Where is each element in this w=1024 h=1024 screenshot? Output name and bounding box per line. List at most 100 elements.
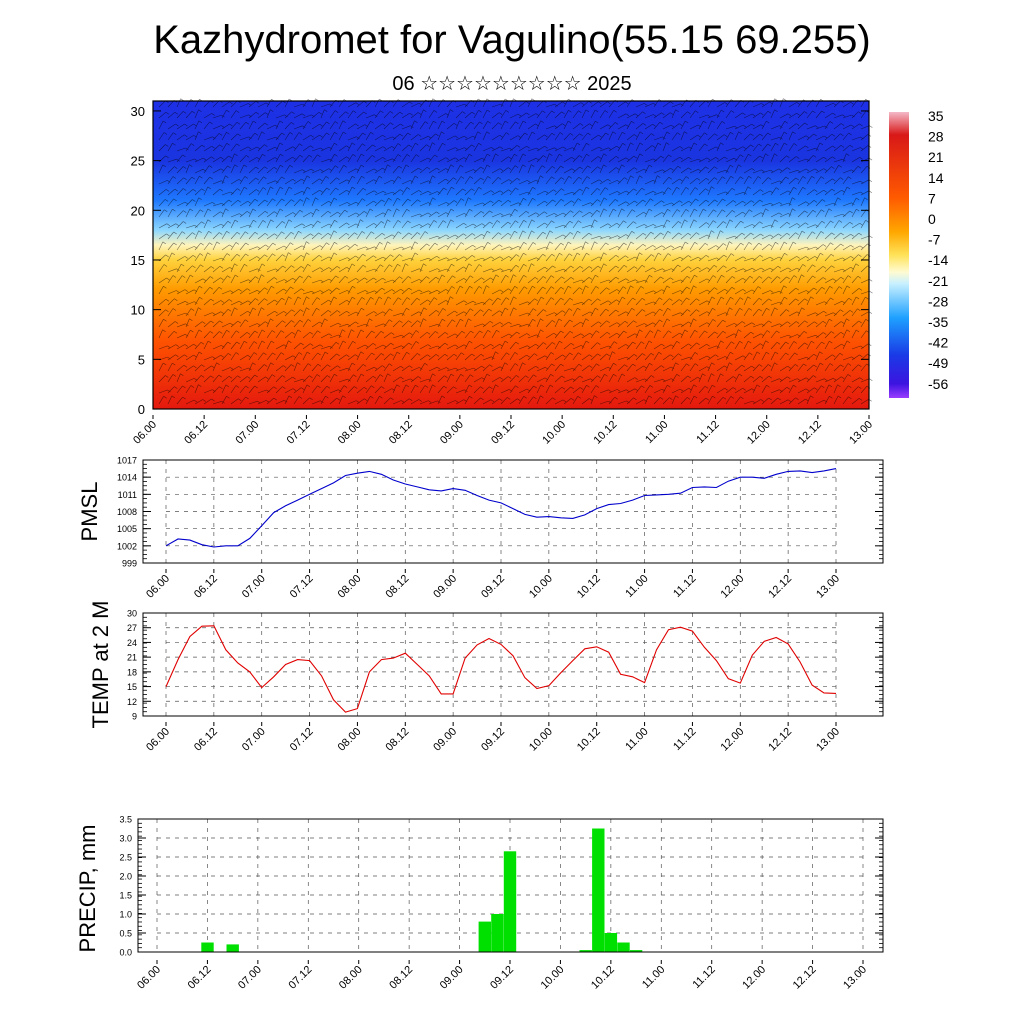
- precip-bar: [503, 851, 517, 952]
- heatmap-xtick-label: 06.12: [182, 419, 210, 447]
- temp-ytick-label: 12: [127, 697, 137, 707]
- precip-xtick-label: 08.12: [387, 964, 415, 992]
- temp-ytick-label: 27: [127, 623, 137, 633]
- temp-xtick-label: 06.00: [144, 726, 172, 754]
- temp-ylabel: TEMP at 2 M: [88, 601, 113, 729]
- colorbar-label: -21: [928, 273, 948, 289]
- precip-ytick-label: 3.5: [119, 815, 132, 825]
- precip-ytick-label: 0.5: [119, 929, 132, 939]
- temp-ytick-label: 21: [127, 653, 137, 663]
- precip-xtick-label: 07.12: [286, 964, 314, 992]
- heatmap-xtick-label: 13.00: [847, 419, 875, 447]
- precip-bar: [592, 828, 605, 952]
- heatmap-field: [153, 101, 869, 409]
- precip-bar: [629, 950, 643, 952]
- pmsl-xtick-label: 13.00: [814, 573, 842, 601]
- pmsl-xtick-label: 07.00: [240, 573, 268, 601]
- temp-ytick-label: 24: [127, 638, 137, 648]
- pmsl-ytick-label: 999: [122, 559, 137, 569]
- temp-xtick-label: 07.00: [240, 726, 268, 754]
- precip-ytick-label: 2.0: [119, 872, 132, 882]
- colorbar-label: -56: [928, 376, 948, 392]
- heatmap-xtick-label: 11.12: [694, 419, 721, 446]
- temp-xtick-label: 11.00: [623, 726, 650, 753]
- precip-bar: [617, 942, 630, 952]
- colorbar-label: -49: [928, 355, 948, 371]
- precip-xtick-label: 10.00: [539, 964, 567, 992]
- temp-ytick-label: 30: [127, 609, 137, 619]
- pmsl-xtick-label: 06.00: [144, 573, 172, 601]
- chart-layer: 0 5 10 15 20 25 30 06.00 06.12 07.00 07.12 08.00 08.…: [75, 98, 948, 992]
- temp-xtick-label: 09.00: [431, 726, 459, 754]
- pmsl-xtick-label: 06.12: [192, 573, 220, 601]
- precip-frame: [137, 818, 884, 953]
- temp-xtick-label: 12.00: [718, 726, 746, 754]
- colorbar-label: -7: [928, 232, 941, 248]
- temp-xtick-label: 07.12: [288, 726, 316, 754]
- heatmap-xtick-label: 06.00: [131, 419, 159, 447]
- heatmap-xtick-label: 12.12: [796, 419, 824, 447]
- precip-ytick-label: 1.5: [119, 891, 132, 901]
- pmsl-xtick-label: 12.12: [766, 573, 794, 601]
- pmsl-ytick-label: 1014: [117, 473, 137, 483]
- colorbar-label: 21: [928, 149, 944, 165]
- precip-xtick-label: 11.12: [690, 964, 717, 991]
- precip-ytick-label: 2.5: [119, 853, 132, 863]
- temp-grid: [165, 612, 837, 717]
- pmsl-ytick-label: 1002: [117, 541, 137, 551]
- precip-bar: [478, 921, 491, 952]
- colorbar-label: -14: [928, 252, 948, 268]
- page-title: Kazhydromet for Vagulino(55.15 69.255): [153, 18, 871, 62]
- pmsl-xtick-label: 11.00: [623, 573, 650, 600]
- pmsl-ytick-label: 1005: [117, 524, 137, 534]
- precip-xtick-label: 09.00: [438, 964, 466, 992]
- heatmap-xtick-label: 08.00: [336, 419, 364, 447]
- heatmap-ytick-label: 20: [131, 203, 145, 218]
- pmsl-ytick-label: 1017: [117, 456, 137, 466]
- pmsl-ytick-label: 1008: [117, 507, 137, 517]
- precip-ytick-label: 0.0: [119, 948, 132, 958]
- temp-xtick-label: 08.12: [383, 726, 411, 754]
- colorbar-label: 14: [928, 170, 944, 186]
- heatmap-frame: [152, 100, 870, 410]
- colorbar-label: 7: [928, 190, 936, 206]
- pmsl-xtick-label: 11.12: [671, 573, 698, 600]
- pmsl-grid: [165, 459, 837, 564]
- precip-bar: [491, 914, 504, 952]
- temp-series-line: [165, 625, 837, 713]
- pmsl-ytick-label: 1011: [118, 490, 137, 500]
- precip-xtick-label: 07.00: [236, 964, 264, 992]
- temp-frame: [142, 612, 884, 717]
- pmsl-xtick-label: 08.00: [336, 573, 364, 601]
- heatmap-ytick-label: 15: [131, 253, 145, 268]
- colorbar-label: 35: [928, 108, 944, 124]
- precip-bar: [579, 950, 592, 952]
- page-subtitle: 06 ☆☆☆☆☆☆☆☆☆ 2025: [392, 73, 632, 95]
- heatmap-xtick-label: 12.00: [745, 419, 773, 447]
- colorbar-label: -35: [928, 314, 948, 330]
- colorbar-label: -42: [928, 335, 948, 351]
- colorbar-label: -28: [928, 293, 948, 309]
- heatmap-xtick-label: 08.12: [387, 419, 415, 447]
- precip-xtick-label: 06.12: [186, 964, 214, 992]
- precip-ytick-label: 1.0: [119, 910, 132, 920]
- temp-xtick-label: 09.12: [479, 726, 507, 754]
- colorbar-label: 0: [928, 211, 936, 227]
- temp-xtick-label: 10.00: [527, 726, 555, 754]
- heatmap-ytick-label: 10: [131, 303, 145, 318]
- precip-bar: [201, 942, 214, 952]
- precip-minor-ticks: [138, 822, 883, 949]
- temp-xtick-label: 12.12: [766, 726, 794, 754]
- pmsl-xtick-label: 09.12: [479, 573, 507, 601]
- heatmap-xtick-label: 10.12: [591, 419, 619, 447]
- pmsl-xtick-label: 12.00: [718, 573, 746, 601]
- pmsl-xtick-label: 09.00: [431, 573, 459, 601]
- precip-xtick-label: 12.00: [740, 964, 768, 992]
- temp-ytick-label: 18: [127, 667, 137, 677]
- pmsl-xtick-label: 10.00: [527, 573, 555, 601]
- heatmap-xtick-label: 09.00: [438, 419, 466, 447]
- precip-ytick-label: 3.0: [119, 834, 132, 844]
- colorbar: [889, 112, 909, 398]
- heatmap-xtick-label: 07.12: [285, 419, 313, 447]
- heatmap-ytick-label: 25: [131, 154, 145, 169]
